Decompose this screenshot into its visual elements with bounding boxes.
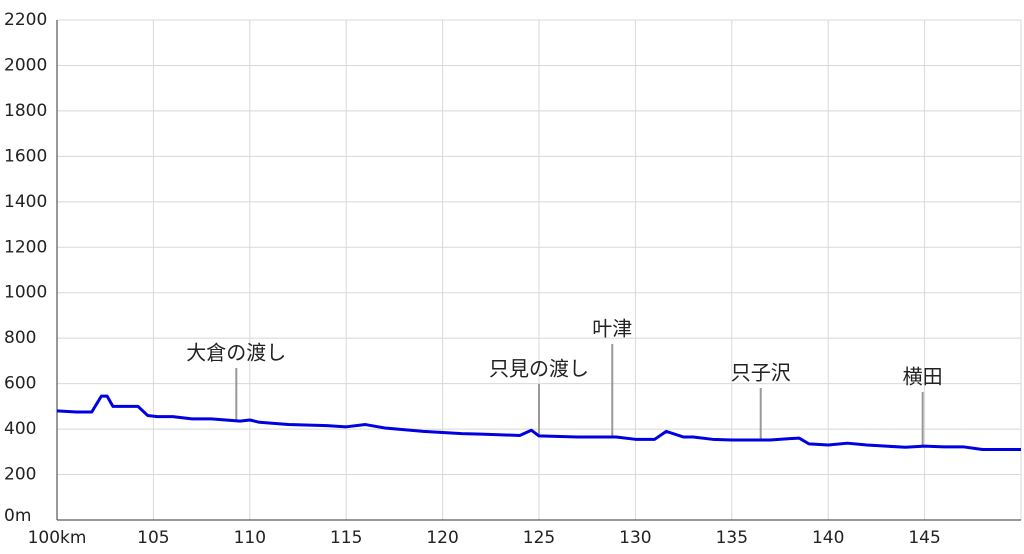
x-tick-label: 130 [619,528,651,548]
y-tick-label: 800 [4,328,36,348]
y-tick-label: 1400 [4,192,47,212]
x-tick-label: 135 [716,528,748,548]
y-tick-label: 2200 [4,10,47,30]
x-tick-label: 140 [812,528,844,548]
y-tick-label: 1600 [4,146,47,166]
annotation-label: 只子沢 [731,361,791,385]
annotation-label: 叶津 [592,317,632,341]
x-tick-label: 125 [523,528,555,548]
annotation-label: 只見の渡し [489,357,589,381]
annotation-label: 横田 [903,365,943,389]
elevation-line [56,394,1021,452]
y-tick-label: 1000 [4,283,47,303]
x-tick-label: 115 [330,528,362,548]
y-tick-label: 0m [4,506,31,526]
annotation-label: 大倉の渡し [186,341,286,365]
y-tick-label: 400 [4,419,36,439]
y-tick-label: 1800 [4,101,47,121]
y-tick-label: 600 [4,374,36,394]
x-tick-label: 120 [426,528,458,548]
y-tick-label: 2000 [4,55,47,75]
x-tick-label: 145 [908,528,940,548]
y-tick-label: 1200 [4,237,47,257]
x-tick-label: 100km [28,528,87,548]
x-tick-label: 105 [137,528,169,548]
x-tick-label: 110 [234,528,266,548]
y-tick-label: 200 [4,465,36,485]
